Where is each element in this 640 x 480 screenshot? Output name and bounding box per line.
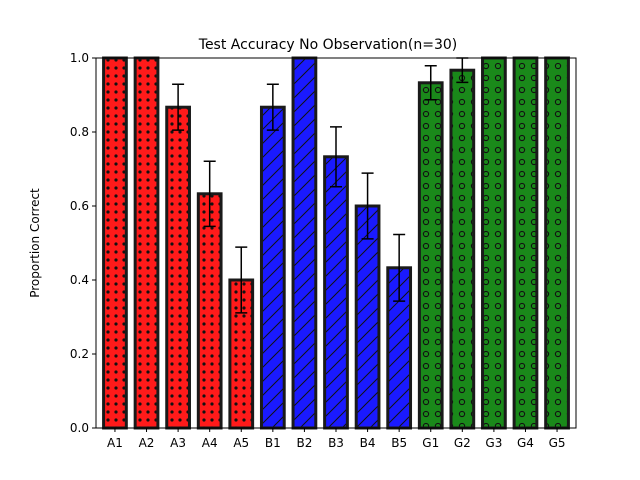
bar-a3 [165, 105, 191, 430]
error-bar-b5 [393, 233, 406, 302]
error-bar-a4 [203, 160, 216, 228]
bar-b2 [291, 56, 318, 430]
x-tick-label-g5: G5 [549, 436, 566, 450]
x-tick-label-g2: G2 [454, 436, 471, 450]
x-tick-label-g4: G4 [517, 436, 534, 450]
bar-a2 [133, 56, 160, 430]
bar-b3 [323, 155, 349, 430]
errorbars-layer [172, 57, 469, 314]
error-bar-b3 [330, 126, 342, 188]
bar-g4 [512, 56, 539, 430]
x-tick-label-a1: A1 [107, 436, 123, 450]
bars-layer [102, 56, 570, 430]
x-tick-label-b2: B2 [296, 436, 312, 450]
x-tick-label-a2: A2 [139, 436, 155, 450]
bar-a4 [196, 192, 223, 430]
y-tick-label: 0.6 [70, 199, 89, 213]
y-tick-label: 0.8 [70, 125, 89, 139]
bar-g5 [544, 56, 570, 430]
y-axis: 0.0 0.2 0.4 0.6 0.8 1.0 [70, 51, 96, 435]
bar-a1 [102, 56, 128, 430]
x-tick-label-b4: B4 [360, 436, 376, 450]
x-tick-label-a5: A5 [233, 436, 249, 450]
chart-title: Test Accuracy No Observation(n=30) [198, 37, 457, 53]
error-bar-a3 [172, 83, 185, 131]
error-bar-b4 [361, 172, 374, 240]
error-bar-b1 [266, 83, 279, 131]
x-axis: A1 A2 A3 A4 A5 B1 B2 B3 B4 B5 G1 G2 G3 G4 G5 [107, 428, 566, 450]
x-tick-label-a4: A4 [202, 436, 218, 450]
x-tick-label-b5: B5 [391, 436, 407, 450]
x-tick-label-a3: A3 [170, 436, 186, 450]
bar-g1 [417, 81, 444, 430]
x-tick-label-g3: G3 [485, 436, 502, 450]
x-tick-label-g1: G1 [422, 436, 439, 450]
y-tick-label: 1.0 [70, 51, 89, 65]
bar-g3 [481, 56, 507, 430]
error-bar-a5 [235, 246, 248, 314]
y-tick-label: 0.0 [70, 421, 89, 435]
y-tick-label: 0.4 [70, 273, 89, 287]
y-axis-label: Proportion Correct [28, 188, 42, 298]
x-tick-label-b1: B1 [265, 436, 281, 450]
x-tick-label-b3: B3 [328, 436, 344, 450]
y-tick-label: 0.2 [70, 347, 89, 361]
bar-g2 [449, 68, 476, 430]
bar-b1 [259, 105, 286, 430]
error-bar-g1 [424, 65, 437, 101]
